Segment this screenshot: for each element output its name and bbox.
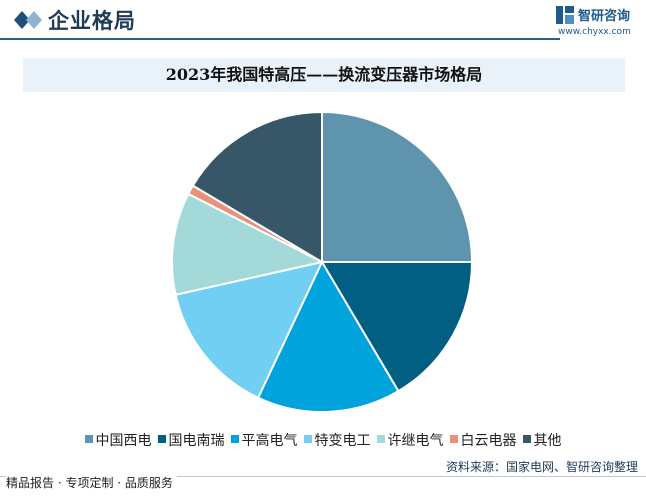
pie-slice-5 <box>171 192 325 296</box>
legend-label: 白云电器 <box>460 433 517 449</box>
legend: 中国西电 国电南瑞 平高电气 特变电工 许继电气 白云电器 其他 <box>0 430 646 450</box>
legend-item-3: 平高电气 <box>230 430 298 450</box>
diamond-icons <box>14 11 42 29</box>
footer-tagline: 精品报告 · 专项定制 · 品质服务 <box>6 474 177 491</box>
chart-title-band: 2023年我国特高压——换流变压器市场格局 <box>23 58 625 92</box>
legend-label: 平高电气 <box>241 433 298 449</box>
legend-label: 其他 <box>533 433 562 449</box>
legend-item-2: 国电南瑞 <box>157 430 225 450</box>
pie-slice-4 <box>174 260 324 400</box>
legend-label: 中国西电 <box>95 433 152 449</box>
section-title: 企业格局 <box>48 9 136 33</box>
pie-slice-3 <box>256 259 400 413</box>
legend-swatch <box>157 435 166 443</box>
logo: 智研咨询 www.chyxx.com <box>556 5 642 41</box>
legend-item-7: 其他 <box>522 430 562 450</box>
legend-item-4: 特变电工 <box>303 430 371 450</box>
legend-swatch <box>376 435 385 443</box>
legend-label: 特变电工 <box>314 433 371 449</box>
legend-item-1: 中国西电 <box>84 430 152 450</box>
legend-swatch <box>230 435 239 443</box>
logo-text: 智研咨询 <box>578 9 631 24</box>
logo-icon <box>556 6 574 24</box>
header-divider <box>0 38 560 40</box>
pie-slice-7 <box>191 110 323 264</box>
legend-label: 许继电气 <box>387 433 444 449</box>
legend-item-5: 许继电气 <box>376 430 444 450</box>
header: 企业格局 智研咨询 www.chyxx.com <box>0 0 646 44</box>
legend-label: 国电南瑞 <box>168 433 225 449</box>
pie-slice-2 <box>320 261 474 393</box>
source-note: 资料来源：国家电网、智研咨询整理 <box>445 460 638 474</box>
legend-swatch <box>449 435 458 443</box>
footer-divider <box>0 476 646 477</box>
legend-swatch <box>84 435 93 443</box>
legend-swatch <box>522 435 531 443</box>
logo-url: www.chyxx.com <box>558 27 631 37</box>
legend-item-6: 白云电器 <box>449 430 517 450</box>
legend-swatch <box>303 435 312 443</box>
chart-title: 2023年我国特高压——换流变压器市场格局 <box>165 65 483 84</box>
pie-slice-1 <box>321 110 474 263</box>
